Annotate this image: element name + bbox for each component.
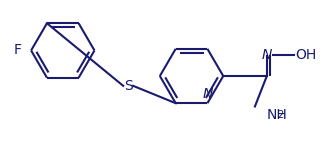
Text: N: N xyxy=(262,48,272,62)
Text: F: F xyxy=(13,43,21,58)
Text: N: N xyxy=(202,87,213,101)
Text: 2: 2 xyxy=(278,110,284,120)
Text: OH: OH xyxy=(295,48,317,62)
Text: S: S xyxy=(124,79,133,93)
Text: NH: NH xyxy=(267,108,288,122)
